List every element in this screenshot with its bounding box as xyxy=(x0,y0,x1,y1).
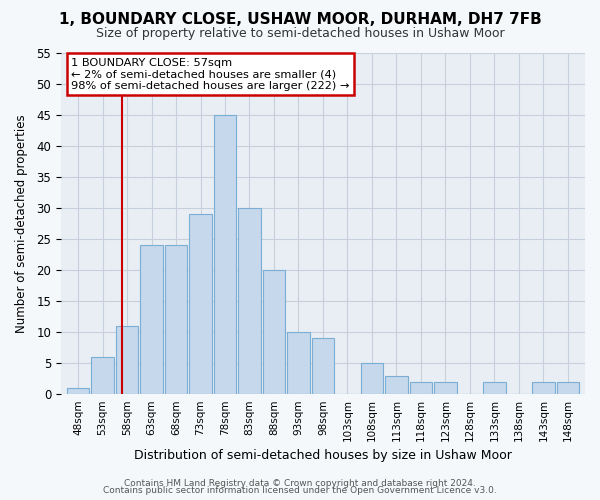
Bar xyxy=(287,332,310,394)
Bar xyxy=(385,376,407,394)
Bar xyxy=(116,326,139,394)
Bar xyxy=(165,245,187,394)
Text: Size of property relative to semi-detached houses in Ushaw Moor: Size of property relative to semi-detach… xyxy=(95,28,505,40)
Text: 1, BOUNDARY CLOSE, USHAW MOOR, DURHAM, DH7 7FB: 1, BOUNDARY CLOSE, USHAW MOOR, DURHAM, D… xyxy=(59,12,541,28)
X-axis label: Distribution of semi-detached houses by size in Ushaw Moor: Distribution of semi-detached houses by … xyxy=(134,450,512,462)
Bar xyxy=(361,363,383,394)
Bar xyxy=(263,270,285,394)
Bar xyxy=(140,245,163,394)
Bar xyxy=(557,382,579,394)
Bar xyxy=(189,214,212,394)
Bar xyxy=(410,382,432,394)
Text: Contains HM Land Registry data © Crown copyright and database right 2024.: Contains HM Land Registry data © Crown c… xyxy=(124,478,476,488)
Bar xyxy=(238,208,261,394)
Text: Contains public sector information licensed under the Open Government Licence v3: Contains public sector information licen… xyxy=(103,486,497,495)
Bar xyxy=(214,114,236,394)
Bar xyxy=(312,338,334,394)
Bar xyxy=(532,382,554,394)
Bar xyxy=(483,382,506,394)
Bar xyxy=(434,382,457,394)
Bar xyxy=(91,357,114,394)
Y-axis label: Number of semi-detached properties: Number of semi-detached properties xyxy=(15,114,28,332)
Bar xyxy=(67,388,89,394)
Text: 1 BOUNDARY CLOSE: 57sqm
← 2% of semi-detached houses are smaller (4)
98% of semi: 1 BOUNDARY CLOSE: 57sqm ← 2% of semi-det… xyxy=(71,58,350,91)
